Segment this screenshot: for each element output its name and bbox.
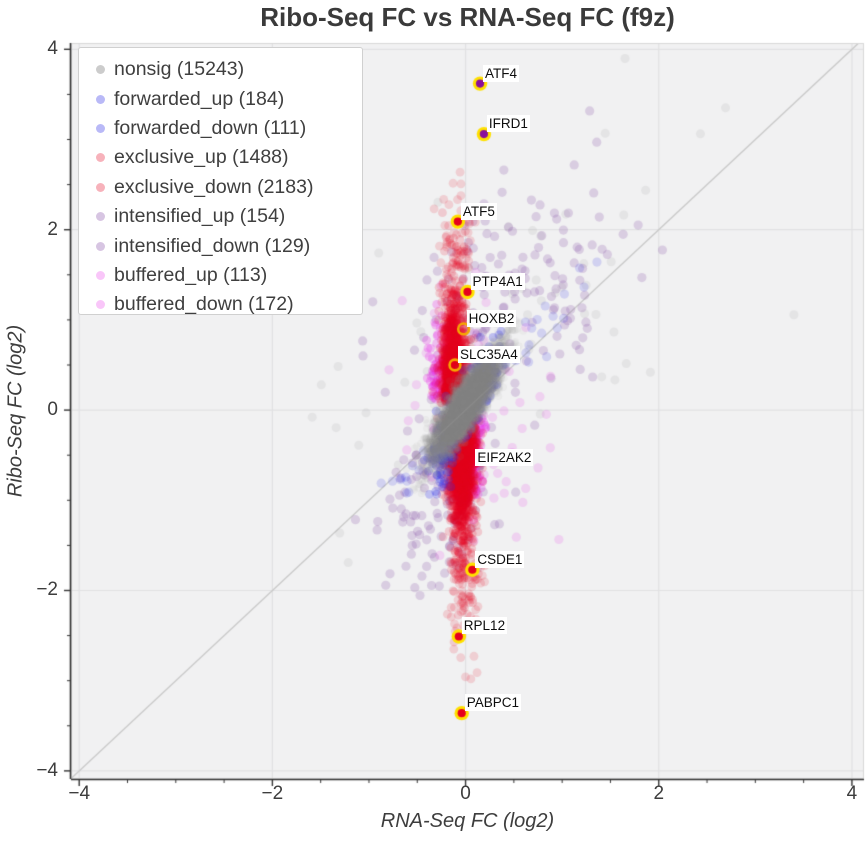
legend-item-intensified_down: intensified_down (129) — [79, 231, 362, 260]
gene-label-CSDE1: CSDE1 — [475, 550, 525, 568]
legend-label: exclusive_down (2183) — [114, 175, 314, 198]
chart-title: Ribo-Seq FC vs RNA-Seq FC (f9z) — [260, 2, 675, 32]
y-tick-label: −4 — [36, 759, 58, 781]
legend-swatch-dot — [96, 241, 105, 251]
y-tick-label: 4 — [47, 38, 58, 60]
legend-item-buffered_up: buffered_up (113) — [79, 261, 362, 290]
legend-label: intensified_up (154) — [114, 205, 286, 228]
x-tick-label: 2 — [653, 783, 665, 804]
legend-swatch-dot — [96, 123, 105, 133]
x-tick-label: −2 — [261, 783, 284, 804]
gene-label-PABPC1: PABPC1 — [464, 694, 521, 712]
gene-label-IFRD1: IFRD1 — [486, 115, 530, 133]
legend-item-buffered_down: buffered_down (172) — [79, 290, 362, 319]
y-tick-label: 2 — [47, 218, 58, 240]
legend-label: buffered_down (172) — [114, 293, 294, 316]
legend-item-exclusive_up: exclusive_up (1488) — [79, 143, 362, 172]
gene-label-HOXB2: HOXB2 — [466, 309, 517, 327]
gene-label-RPL12: RPL12 — [461, 617, 508, 635]
legend-swatch-dot — [96, 182, 105, 192]
x-axis-label: RNA-Seq FC (log2) — [380, 810, 555, 832]
gene-label-SLC35A4: SLC35A4 — [457, 346, 520, 363]
legend-swatch-dot — [96, 300, 105, 310]
gene-label-ATF4: ATF4 — [483, 64, 520, 82]
y-tick-label: 0 — [47, 399, 58, 421]
legend-swatch-dot — [96, 65, 105, 75]
legend-swatch-dot — [96, 153, 105, 163]
legend: nonsig (15243) forwarded_up (184) forwarde… — [78, 47, 363, 315]
gene-label-ATF5: ATF5 — [460, 202, 497, 220]
legend-item-nonsig: nonsig (15243) — [79, 55, 362, 84]
legend-label: nonsig (15243) — [114, 58, 245, 81]
x-tick-label: 4 — [846, 783, 858, 804]
gene-label-EIF2AK2: EIF2AK2 — [475, 448, 534, 466]
legend-item-forwarded_up: forwarded_up (184) — [79, 84, 362, 113]
legend-item-intensified_up: intensified_up (154) — [79, 202, 362, 231]
legend-label: forwarded_up (184) — [114, 87, 285, 110]
legend-item-exclusive_down: exclusive_down (2183) — [79, 173, 362, 202]
legend-label: exclusive_up (1488) — [114, 146, 289, 169]
legend-swatch-dot — [96, 212, 105, 222]
y-tick-label: −2 — [36, 579, 58, 601]
legend-label: buffered_up (113) — [114, 263, 268, 286]
legend-label: intensified_down (129) — [114, 234, 311, 257]
x-tick-label: 0 — [460, 783, 471, 804]
legend-swatch-dot — [96, 94, 105, 104]
gene-label-PTP4A1: PTP4A1 — [470, 272, 525, 290]
legend-item-forwarded_down: forwarded_down (111) — [79, 114, 362, 143]
legend-swatch-dot — [96, 270, 105, 280]
legend-label: forwarded_down (111) — [114, 116, 307, 139]
x-tick-label: −4 — [68, 783, 91, 804]
